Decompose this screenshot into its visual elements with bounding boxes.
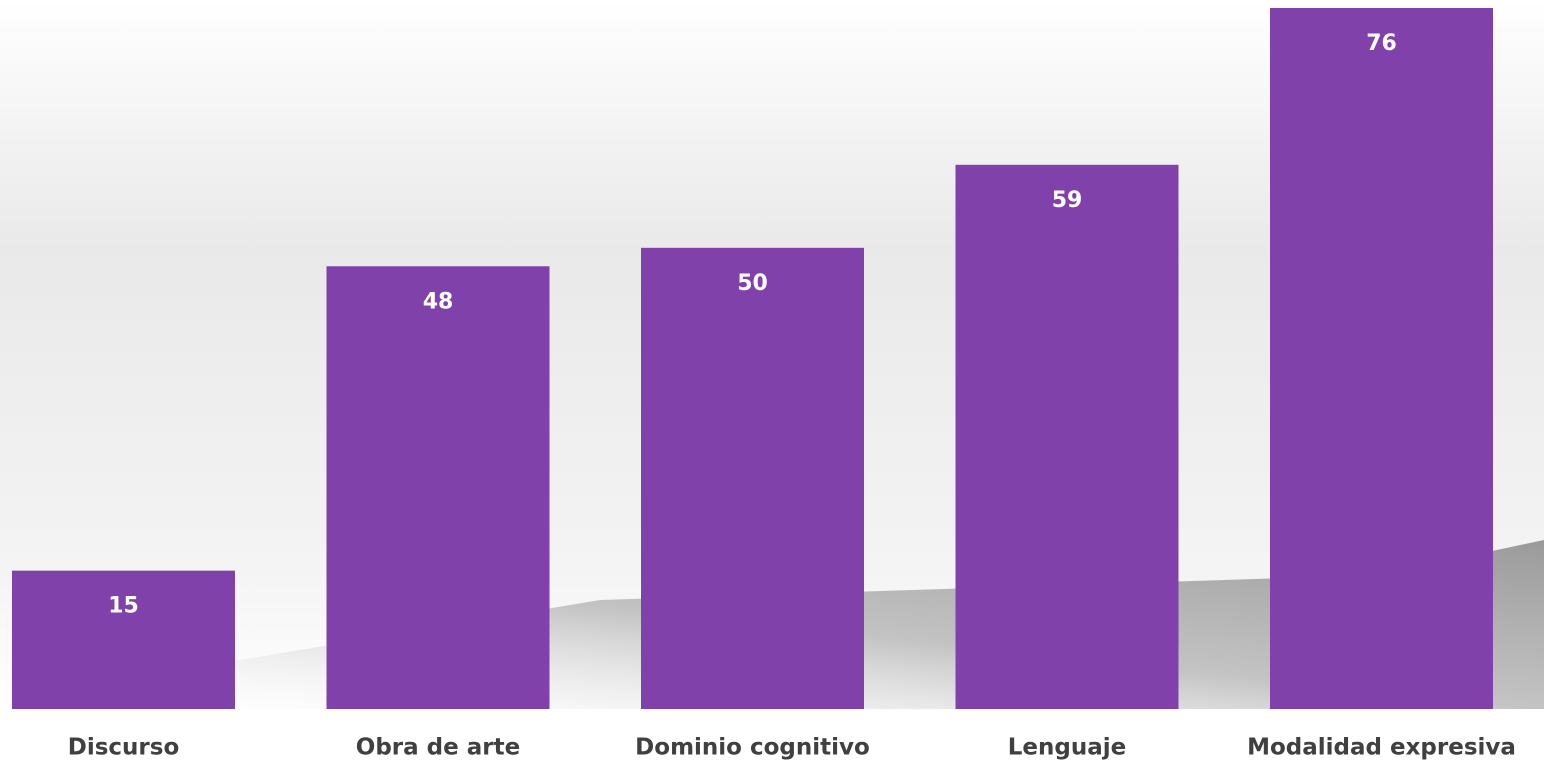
- value-label: 50: [737, 271, 768, 296]
- bar: [12, 570, 235, 709]
- bar: [641, 247, 864, 709]
- bar: [1270, 8, 1493, 709]
- value-label: 59: [1052, 188, 1083, 213]
- x-tick-label: Dominio cognitivo: [635, 735, 870, 761]
- value-label: 76: [1366, 31, 1397, 56]
- bar: [326, 266, 550, 709]
- x-tick-label: Discurso: [68, 735, 180, 761]
- x-tick-label: Obra de arte: [356, 735, 520, 761]
- value-label: 15: [108, 594, 139, 619]
- bar: [955, 164, 1179, 710]
- value-label: 48: [423, 289, 454, 314]
- x-tick-label: Modalidad expresiva: [1247, 735, 1516, 761]
- plot: 15 Discurso 48 Obra de arte 50 Dominio cognit…: [12, 8, 1516, 761]
- x-tick-label: Lenguaje: [1008, 735, 1126, 761]
